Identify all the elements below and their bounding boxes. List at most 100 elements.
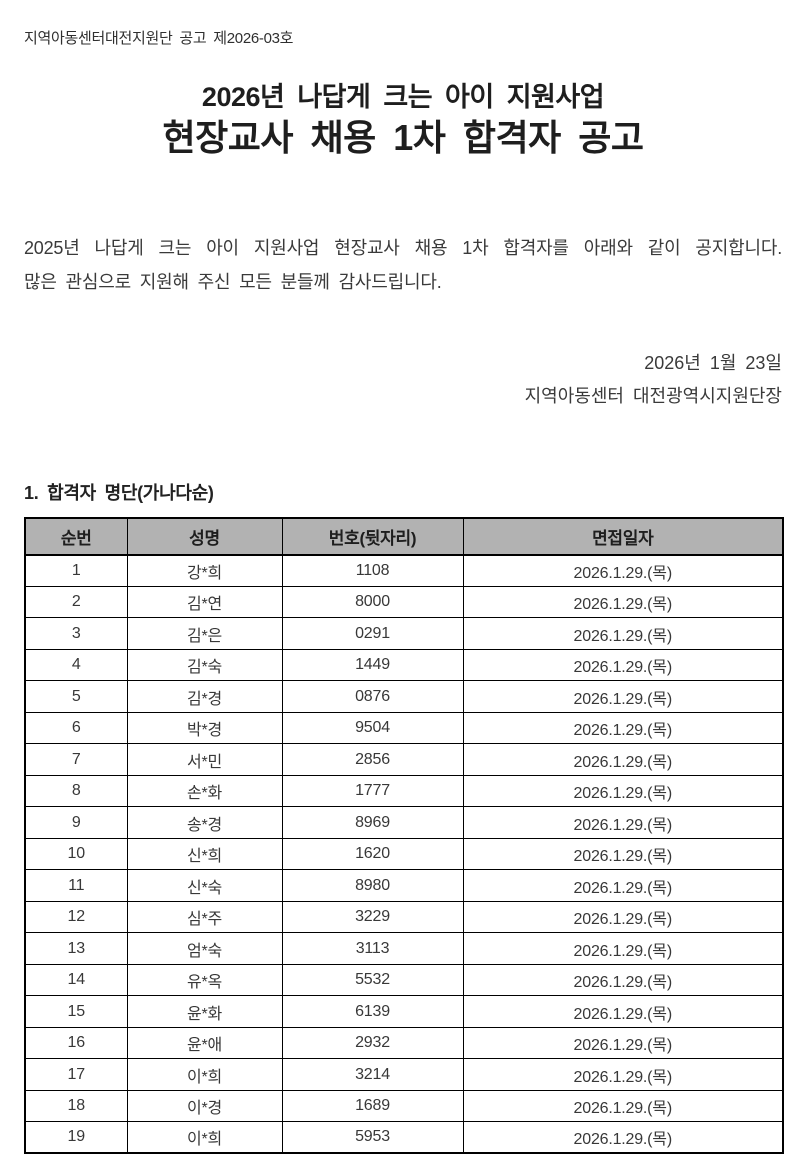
table-cell-number: 9504: [281, 711, 464, 745]
table-row: 17 이*희 3214 2026.1.29.(목): [24, 1058, 784, 1091]
table-cell-no: 1: [24, 554, 128, 587]
table-cell-name: 김*은: [126, 617, 283, 650]
table-row: 15 윤*화 6139 2026.1.29.(목): [24, 995, 784, 1028]
table-row: 3 김*은 0291 2026.1.29.(목): [24, 617, 784, 650]
table-row: 4 김*숙 1449 2026.1.29.(목): [24, 648, 784, 682]
table-row: 11 신*숙 8980 2026.1.29.(목): [24, 869, 784, 902]
table-cell-date: 2026.1.29.(목): [462, 869, 784, 902]
table-cell-date: 2026.1.29.(목): [462, 1121, 784, 1154]
signature-block: 2026년 1월 23일 지역아동센터 대전광역시지원단장: [24, 347, 782, 413]
table-cell-number: 1449: [281, 648, 464, 682]
table-row: 16 윤*애 2932 2026.1.29.(목): [24, 1026, 784, 1060]
table-cell-number: 5532: [281, 963, 464, 997]
table-cell-no: 6: [24, 711, 128, 745]
table-cell-number: 3214: [281, 1058, 464, 1091]
table-row: 12 심*주 3229 2026.1.29.(목): [24, 900, 784, 934]
table-cell-name: 이*희: [126, 1058, 283, 1091]
table-cell-name: 엄*숙: [126, 932, 283, 965]
table-row: 5 김*경 0876 2026.1.29.(목): [24, 680, 784, 713]
table-cell-date: 2026.1.29.(목): [462, 648, 784, 682]
table-cell-name: 이*희: [126, 1121, 283, 1154]
table-header-row: 순번 성명 번호(뒷자리) 면접일자: [24, 517, 784, 556]
column-header-number: 번호(뒷자리): [281, 517, 464, 556]
body-sentence-2: 많은 관심으로 지원해 주신 모든 분들께 감사드립니다.: [24, 271, 442, 292]
table-row: 2 김*연 8000 2026.1.29.(목): [24, 585, 784, 619]
column-header-no: 순번: [24, 517, 128, 556]
table-cell-number: 2856: [281, 743, 464, 776]
sender-name: 지역아동센터 대전광역시지원단장: [524, 385, 782, 406]
table-cell-number: 1777: [281, 774, 464, 808]
table-cell-no: 18: [24, 1089, 128, 1123]
table-cell-date: 2026.1.29.(목): [462, 711, 784, 745]
table-cell-no: 9: [24, 806, 128, 839]
table-cell-no: 5: [24, 680, 128, 713]
pass-list-table: 순번 성명 번호(뒷자리) 면접일자 1 강*희 1108 2026.1.29.(목)…: [24, 516, 784, 1155]
table-cell-number: 1689: [281, 1089, 464, 1123]
table-cell-date: 2026.1.29.(목): [462, 774, 784, 808]
table-cell-number: 5953: [281, 1121, 464, 1154]
body-sentence-1: 2025년 나답게 크는 아이 지원사업 현장교사 채용 1차 합격자를 아래와…: [24, 237, 782, 258]
table-cell-no: 16: [24, 1026, 128, 1060]
table-cell-no: 19: [24, 1121, 128, 1154]
table-cell-name: 이*경: [126, 1089, 283, 1123]
table-cell-no: 12: [24, 900, 128, 934]
table-cell-number: 1620: [281, 837, 464, 871]
table-cell-number: 3113: [281, 932, 464, 965]
table-cell-number: 0291: [281, 617, 464, 650]
table-cell-name: 신*숙: [126, 869, 283, 902]
table-cell-date: 2026.1.29.(목): [462, 743, 784, 776]
table-cell-name: 박*경: [126, 711, 283, 745]
table-cell-name: 윤*화: [126, 995, 283, 1028]
table-cell-date: 2026.1.29.(목): [462, 617, 784, 650]
body-paragraph: 2025년 나답게 크는 아이 지원사업 현장교사 채용 1차 합격자를 아래와…: [24, 231, 782, 299]
table-cell-name: 심*주: [126, 900, 283, 934]
table-cell-date: 2026.1.29.(목): [462, 837, 784, 871]
table-cell-date: 2026.1.29.(목): [462, 932, 784, 965]
table-cell-name: 강*희: [126, 554, 283, 587]
table-cell-number: 8969: [281, 806, 464, 839]
table-cell-no: 4: [24, 648, 128, 682]
table-row: 18 이*경 1689 2026.1.29.(목): [24, 1089, 784, 1123]
table-row: 8 손*화 1777 2026.1.29.(목): [24, 774, 784, 808]
table-cell-name: 송*경: [126, 806, 283, 839]
announcement-date: 2026년 1월 23일: [644, 352, 782, 373]
table-cell-date: 2026.1.29.(목): [462, 806, 784, 839]
table-cell-name: 윤*애: [126, 1026, 283, 1060]
table-cell-date: 2026.1.29.(목): [462, 963, 784, 997]
title-block: 2026년 나답게 크는 아이 지원사업 현장교사 채용 1차 합격자 공고: [24, 81, 782, 159]
table-cell-no: 7: [24, 743, 128, 776]
table-row: 1 강*희 1108 2026.1.29.(목): [24, 554, 784, 587]
table-cell-no: 13: [24, 932, 128, 965]
table-row: 14 유*옥 5532 2026.1.29.(목): [24, 963, 784, 997]
table-row: 6 박*경 9504 2026.1.29.(목): [24, 711, 784, 745]
table-cell-date: 2026.1.29.(목): [462, 1026, 784, 1060]
table-cell-no: 2: [24, 585, 128, 619]
table-cell-number: 0876: [281, 680, 464, 713]
table-cell-number: 1108: [281, 554, 464, 587]
table-cell-date: 2026.1.29.(목): [462, 1058, 784, 1091]
table-cell-date: 2026.1.29.(목): [462, 1089, 784, 1123]
table-cell-date: 2026.1.29.(목): [462, 554, 784, 587]
section-title-pass-list: 1. 합격자 명단(가나다순): [24, 482, 214, 503]
table-cell-no: 10: [24, 837, 128, 871]
table-cell-number: 8980: [281, 869, 464, 902]
table-row: 13 엄*숙 3113 2026.1.29.(목): [24, 932, 784, 965]
table-row: 10 신*희 1620 2026.1.29.(목): [24, 837, 784, 871]
table-cell-date: 2026.1.29.(목): [462, 900, 784, 934]
table-cell-no: 15: [24, 995, 128, 1028]
table-cell-no: 17: [24, 1058, 128, 1091]
table-cell-name: 신*희: [126, 837, 283, 871]
table-cell-name: 서*민: [126, 743, 283, 776]
title-announcement: 현장교사 채용 1차 합격자 공고: [162, 117, 644, 159]
table-cell-name: 김*숙: [126, 648, 283, 682]
table-cell-no: 14: [24, 963, 128, 997]
title-program-name: 2026년 나답게 크는 아이 지원사업: [201, 82, 605, 112]
table-cell-date: 2026.1.29.(목): [462, 585, 784, 619]
table-cell-date: 2026.1.29.(목): [462, 680, 784, 713]
table-cell-no: 3: [24, 617, 128, 650]
table-cell-name: 김*연: [126, 585, 283, 619]
table-cell-name: 김*경: [126, 680, 283, 713]
table-body: 1 강*희 1108 2026.1.29.(목) 2 김*연 8000 2026.1.29.(…: [24, 554, 784, 1154]
column-header-name: 성명: [126, 517, 283, 556]
